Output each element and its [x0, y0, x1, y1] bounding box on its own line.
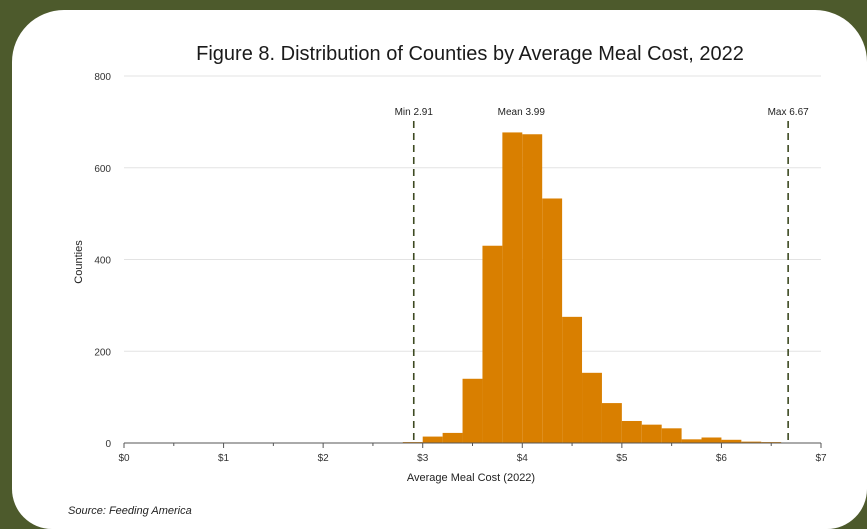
reference-label: Mean 3.99: [498, 107, 546, 118]
y-axis-label: Counties: [73, 240, 85, 284]
reference-lines: Min 2.91 Mean 3.99 Max 6.67: [395, 107, 810, 443]
x-tick-label: $6: [716, 453, 728, 464]
reference-label: Max 6.67: [768, 107, 810, 118]
y-tick-label: 800: [94, 72, 111, 83]
histogram-bar: [422, 436, 443, 443]
y-tick-label: 200: [94, 347, 111, 358]
gridlines: [124, 75, 821, 352]
y-axis-ticks: 0 200 400 600 800: [94, 72, 111, 450]
reference-label: Min 2.91: [395, 107, 434, 118]
x-tick-label: $4: [517, 453, 529, 464]
histogram-bar: [462, 378, 483, 443]
histogram-bar: [482, 245, 503, 443]
histogram-bar: [562, 316, 583, 443]
y-tick-label: 400: [94, 256, 111, 267]
histogram-bar: [601, 403, 622, 443]
histogram-bars: [124, 132, 802, 444]
x-tick-label: $1: [218, 453, 230, 464]
histogram-bar: [721, 439, 742, 443]
x-tick-label: $0: [118, 453, 130, 464]
histogram-bar: [741, 441, 762, 443]
x-axis-label: Average Meal Cost (2022): [407, 472, 535, 484]
source-note: Source: Feeding America: [68, 505, 192, 517]
histogram-bar: [621, 420, 642, 443]
histogram-bar: [442, 432, 463, 443]
histogram-bar: [542, 198, 563, 443]
x-tick-label: $2: [318, 453, 330, 464]
x-tick-label: $3: [417, 453, 429, 464]
x-tick-label: $5: [616, 453, 628, 464]
y-tick-label: 600: [94, 164, 111, 175]
histogram-bar: [641, 424, 662, 443]
x-tick-label: $7: [815, 453, 827, 464]
histogram-bar: [502, 132, 523, 443]
histogram-bar: [582, 372, 602, 443]
histogram-bar: [661, 428, 682, 443]
histogram-bar: [701, 437, 722, 443]
x-axis: $0 $1 $2 $3 $4 $5 $6 $7: [118, 442, 827, 464]
histogram-bar: [522, 134, 543, 444]
chart-title: Figure 8. Distribution of Counties by Av…: [196, 43, 744, 65]
histogram-bar: [681, 439, 702, 443]
y-tick-label: 0: [105, 439, 111, 450]
